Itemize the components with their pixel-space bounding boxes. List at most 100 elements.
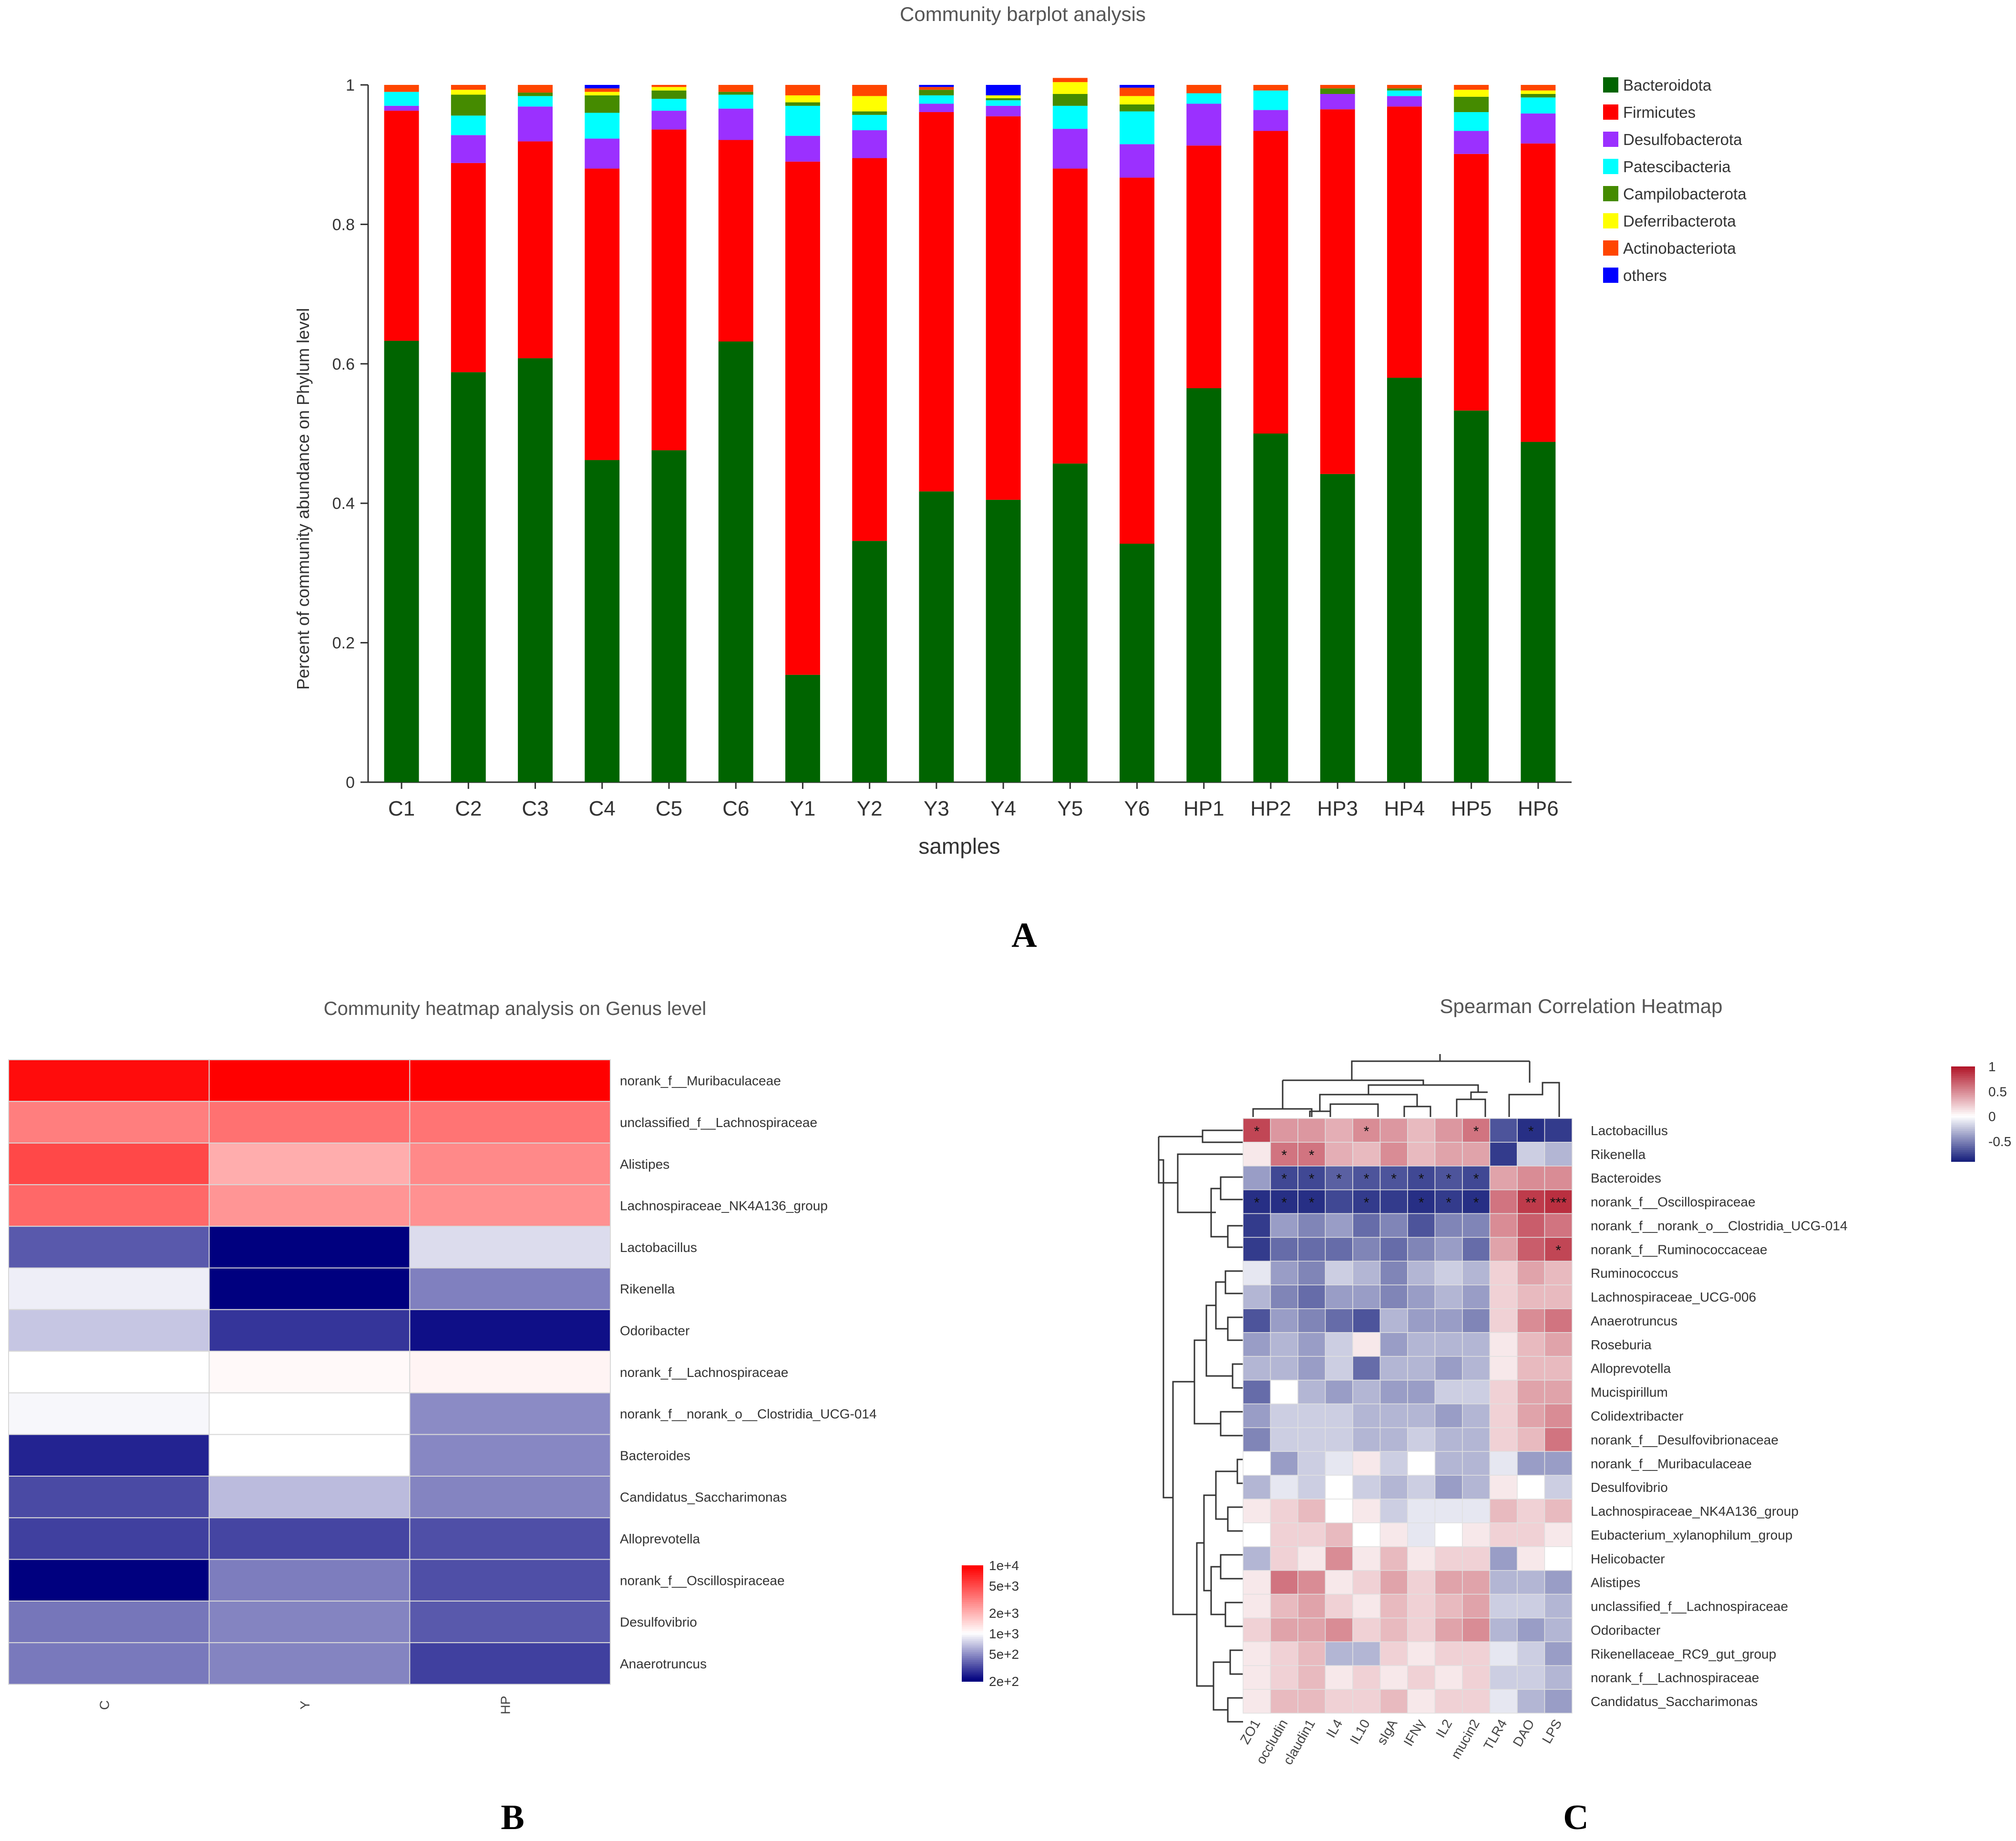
bar-segment-actinobacteriota-c3 xyxy=(518,85,553,93)
corr-cell-bacteroides-zo1 xyxy=(1243,1166,1271,1190)
corr-colorbar-segment xyxy=(1951,1146,1975,1149)
bar-segment-patescibacteria-y5 xyxy=(1052,105,1088,129)
genus-cell-unclassified-f-lachnospiraceae-y xyxy=(208,1101,411,1144)
corr-cell-norank-f-lachnospiraceae-il2 xyxy=(1434,1665,1463,1690)
corr-cell-norank-f-lachnospiraceae-lps xyxy=(1544,1665,1573,1690)
corr-cell-norank-f-oscillospiraceae-siga xyxy=(1379,1189,1408,1214)
corr-cell-desulfovibrio-il4 xyxy=(1325,1475,1353,1500)
corr-cell-helicobacter-claudin1 xyxy=(1297,1546,1326,1571)
corr-colorbar-segment xyxy=(1951,1074,1975,1076)
corr-cell-norank-f-desulfovibrionaceae-siga xyxy=(1379,1427,1408,1452)
significance-mark: * xyxy=(1364,1195,1369,1211)
genus-cell-norank-f-oscillospiraceae-c xyxy=(8,1559,210,1602)
genus-colorbar-segment xyxy=(962,1679,983,1682)
corr-cell-roseburia-il4 xyxy=(1325,1332,1353,1357)
bar-segment-patescibacteria-y1 xyxy=(785,105,820,136)
corr-cell-odoribacter-ifn xyxy=(1407,1617,1436,1643)
corr-cell-norank-f-norank-o-clostridia-ucg-014-dao xyxy=(1517,1213,1545,1238)
corr-cell-alistipes-occludin xyxy=(1270,1570,1298,1595)
bar-segment-campilobacterota-c3 xyxy=(518,93,553,96)
corr-cell-norank-f-desulfovibrionaceae-il2 xyxy=(1434,1427,1463,1452)
corr-cell-unclassified-f-lachnospiraceae-il2 xyxy=(1434,1593,1463,1619)
x-tick-label-c3: C3 xyxy=(522,797,548,820)
genus-colorbar-segment xyxy=(962,1612,983,1614)
corr-colorbar-segment xyxy=(1951,1072,1975,1075)
genus-colorbar-segment xyxy=(962,1571,983,1574)
corr-cell-alistipes-mucin2 xyxy=(1462,1570,1491,1595)
bar-segment-desulfobacterota-c1 xyxy=(384,105,419,111)
corr-colorbar-segment xyxy=(1951,1131,1975,1134)
genus-colorbar-segment xyxy=(962,1565,983,1568)
significance-mark: * xyxy=(1336,1171,1342,1187)
corr-cell-ruminococcus-il10 xyxy=(1352,1261,1381,1285)
corr-cell-anaerotruncus-il4 xyxy=(1325,1308,1353,1333)
corr-cell-eubacterium-xylanophilum-group-dao xyxy=(1517,1522,1545,1547)
corr-cell-helicobacter-mucin2 xyxy=(1462,1546,1491,1571)
corr-cell-rikenella-lps xyxy=(1544,1142,1573,1167)
corr-cell-desulfovibrio-mucin2 xyxy=(1462,1475,1491,1500)
genus-row-label-lactobacillus: Lactobacillus xyxy=(620,1240,697,1255)
corr-cell-lachnospiraceae-nk4a136-group-tlr4 xyxy=(1489,1499,1518,1523)
corr-cell-norank-f-lachnospiraceae-il4 xyxy=(1325,1665,1353,1690)
genus-colorbar-segment xyxy=(962,1608,983,1611)
bar-segment-bacteroidota-c2 xyxy=(451,372,486,782)
corr-cell-rikenellaceae-rc9-gut-group-il10 xyxy=(1352,1641,1381,1666)
corr-cell-lachnospiraceae-nk4a136-group-occludin xyxy=(1270,1499,1298,1523)
corr-cell-anaerotruncus-lps xyxy=(1544,1308,1573,1333)
corr-cell-mucispirillum-mucin2 xyxy=(1462,1379,1491,1405)
genus-colorbar-segment xyxy=(962,1631,983,1634)
panel-b-genus-heatmap: Community heatmap analysis on Genus leve… xyxy=(8,998,1019,1837)
bar-segment-bacteroidota-c6 xyxy=(718,341,753,782)
corr-row-label-rikenellaceae-rc9-gut-group: Rikenellaceae_RC9_gut_group xyxy=(1591,1646,1776,1661)
bar-segment-others-y3 xyxy=(919,85,954,87)
bar-segment-firmicutes-y5 xyxy=(1052,168,1088,464)
genus-colorbar-segment xyxy=(962,1675,983,1678)
corr-colorbar-label: 1 xyxy=(1988,1059,1996,1074)
corr-cell-norank-f-lachnospiraceae-il10 xyxy=(1352,1665,1381,1690)
corr-colorbar-segment xyxy=(1951,1152,1975,1155)
genus-cell-anaerotruncus-hp xyxy=(409,1642,611,1685)
corr-cell-ruminococcus-tlr4 xyxy=(1489,1261,1518,1285)
corr-cell-colidextribacter-tlr4 xyxy=(1489,1403,1518,1428)
corr-cell-unclassified-f-lachnospiraceae-occludin xyxy=(1270,1593,1298,1619)
corr-cell-lactobacillus-tlr4 xyxy=(1489,1118,1518,1143)
corr-cell-ruminococcus-dao xyxy=(1517,1261,1545,1285)
corr-cell-mucispirillum-occludin xyxy=(1270,1379,1298,1405)
corr-cell-desulfovibrio-tlr4 xyxy=(1489,1475,1518,1500)
corr-cell-anaerotruncus-tlr4 xyxy=(1489,1308,1518,1333)
corr-cell-odoribacter-lps xyxy=(1544,1617,1573,1643)
corr-cell-norank-f-ruminococcaceae-siga xyxy=(1379,1237,1408,1262)
corr-cell-colidextribacter-il10 xyxy=(1352,1403,1381,1428)
genus-row-label-bacteroides: Bacteroides xyxy=(620,1448,690,1463)
genus-cell-lactobacillus-hp xyxy=(409,1226,611,1269)
bar-segment-desulfobacterota-y5 xyxy=(1052,129,1088,169)
corr-colorbar-segment xyxy=(1951,1070,1975,1073)
corr-colorbar-segment xyxy=(1951,1116,1975,1118)
corr-cell-lachnospiraceae-nk4a136-group-zo1 xyxy=(1243,1499,1271,1523)
genus-colorbar-label: 2e+2 xyxy=(989,1674,1019,1689)
corr-cell-lachnospiraceae-ucg-006-ifn xyxy=(1407,1284,1436,1309)
corr-cell-odoribacter-claudin1 xyxy=(1297,1617,1326,1643)
genus-colorbar-segment xyxy=(962,1665,983,1668)
corr-colorbar-segment xyxy=(1951,1159,1975,1162)
corr-cell-unclassified-f-lachnospiraceae-lps xyxy=(1544,1593,1573,1619)
corr-cell-candidatus-saccharimonas-dao xyxy=(1517,1689,1545,1714)
corr-row-label-lactobacillus: Lactobacillus xyxy=(1591,1123,1668,1138)
genus-cell-candidatus-saccharimonas-c xyxy=(8,1476,210,1519)
corr-colorbar-segment xyxy=(1951,1098,1975,1101)
corr-colorbar-segment xyxy=(1951,1133,1975,1136)
corr-cell-norank-f-ruminococcaceae-occludin xyxy=(1270,1237,1298,1262)
corr-cell-norank-f-norank-o-clostridia-ucg-014-claudin1 xyxy=(1297,1213,1326,1238)
genus-cell-odoribacter-hp xyxy=(409,1309,611,1352)
corr-cell-mucispirillum-ifn xyxy=(1407,1379,1436,1405)
corr-row-label-unclassified-f-lachnospiraceae: unclassified_f__Lachnospiraceae xyxy=(1591,1599,1788,1614)
genus-colorbar-segment xyxy=(962,1656,983,1659)
genus-colorbar-segment xyxy=(962,1590,983,1593)
bar-segment-bacteroidota-c4 xyxy=(585,460,620,782)
genus-cell-lachnospiraceae-nk4a136-group-hp xyxy=(409,1184,611,1227)
corr-colorbar-segment xyxy=(1951,1108,1975,1111)
x-tick-label-hp3: HP3 xyxy=(1317,797,1358,820)
corr-cell-lachnospiraceae-nk4a136-group-dao xyxy=(1517,1499,1545,1523)
corr-cell-norank-f-norank-o-clostridia-ucg-014-lps xyxy=(1544,1213,1573,1238)
corr-cell-desulfovibrio-ifn xyxy=(1407,1475,1436,1500)
